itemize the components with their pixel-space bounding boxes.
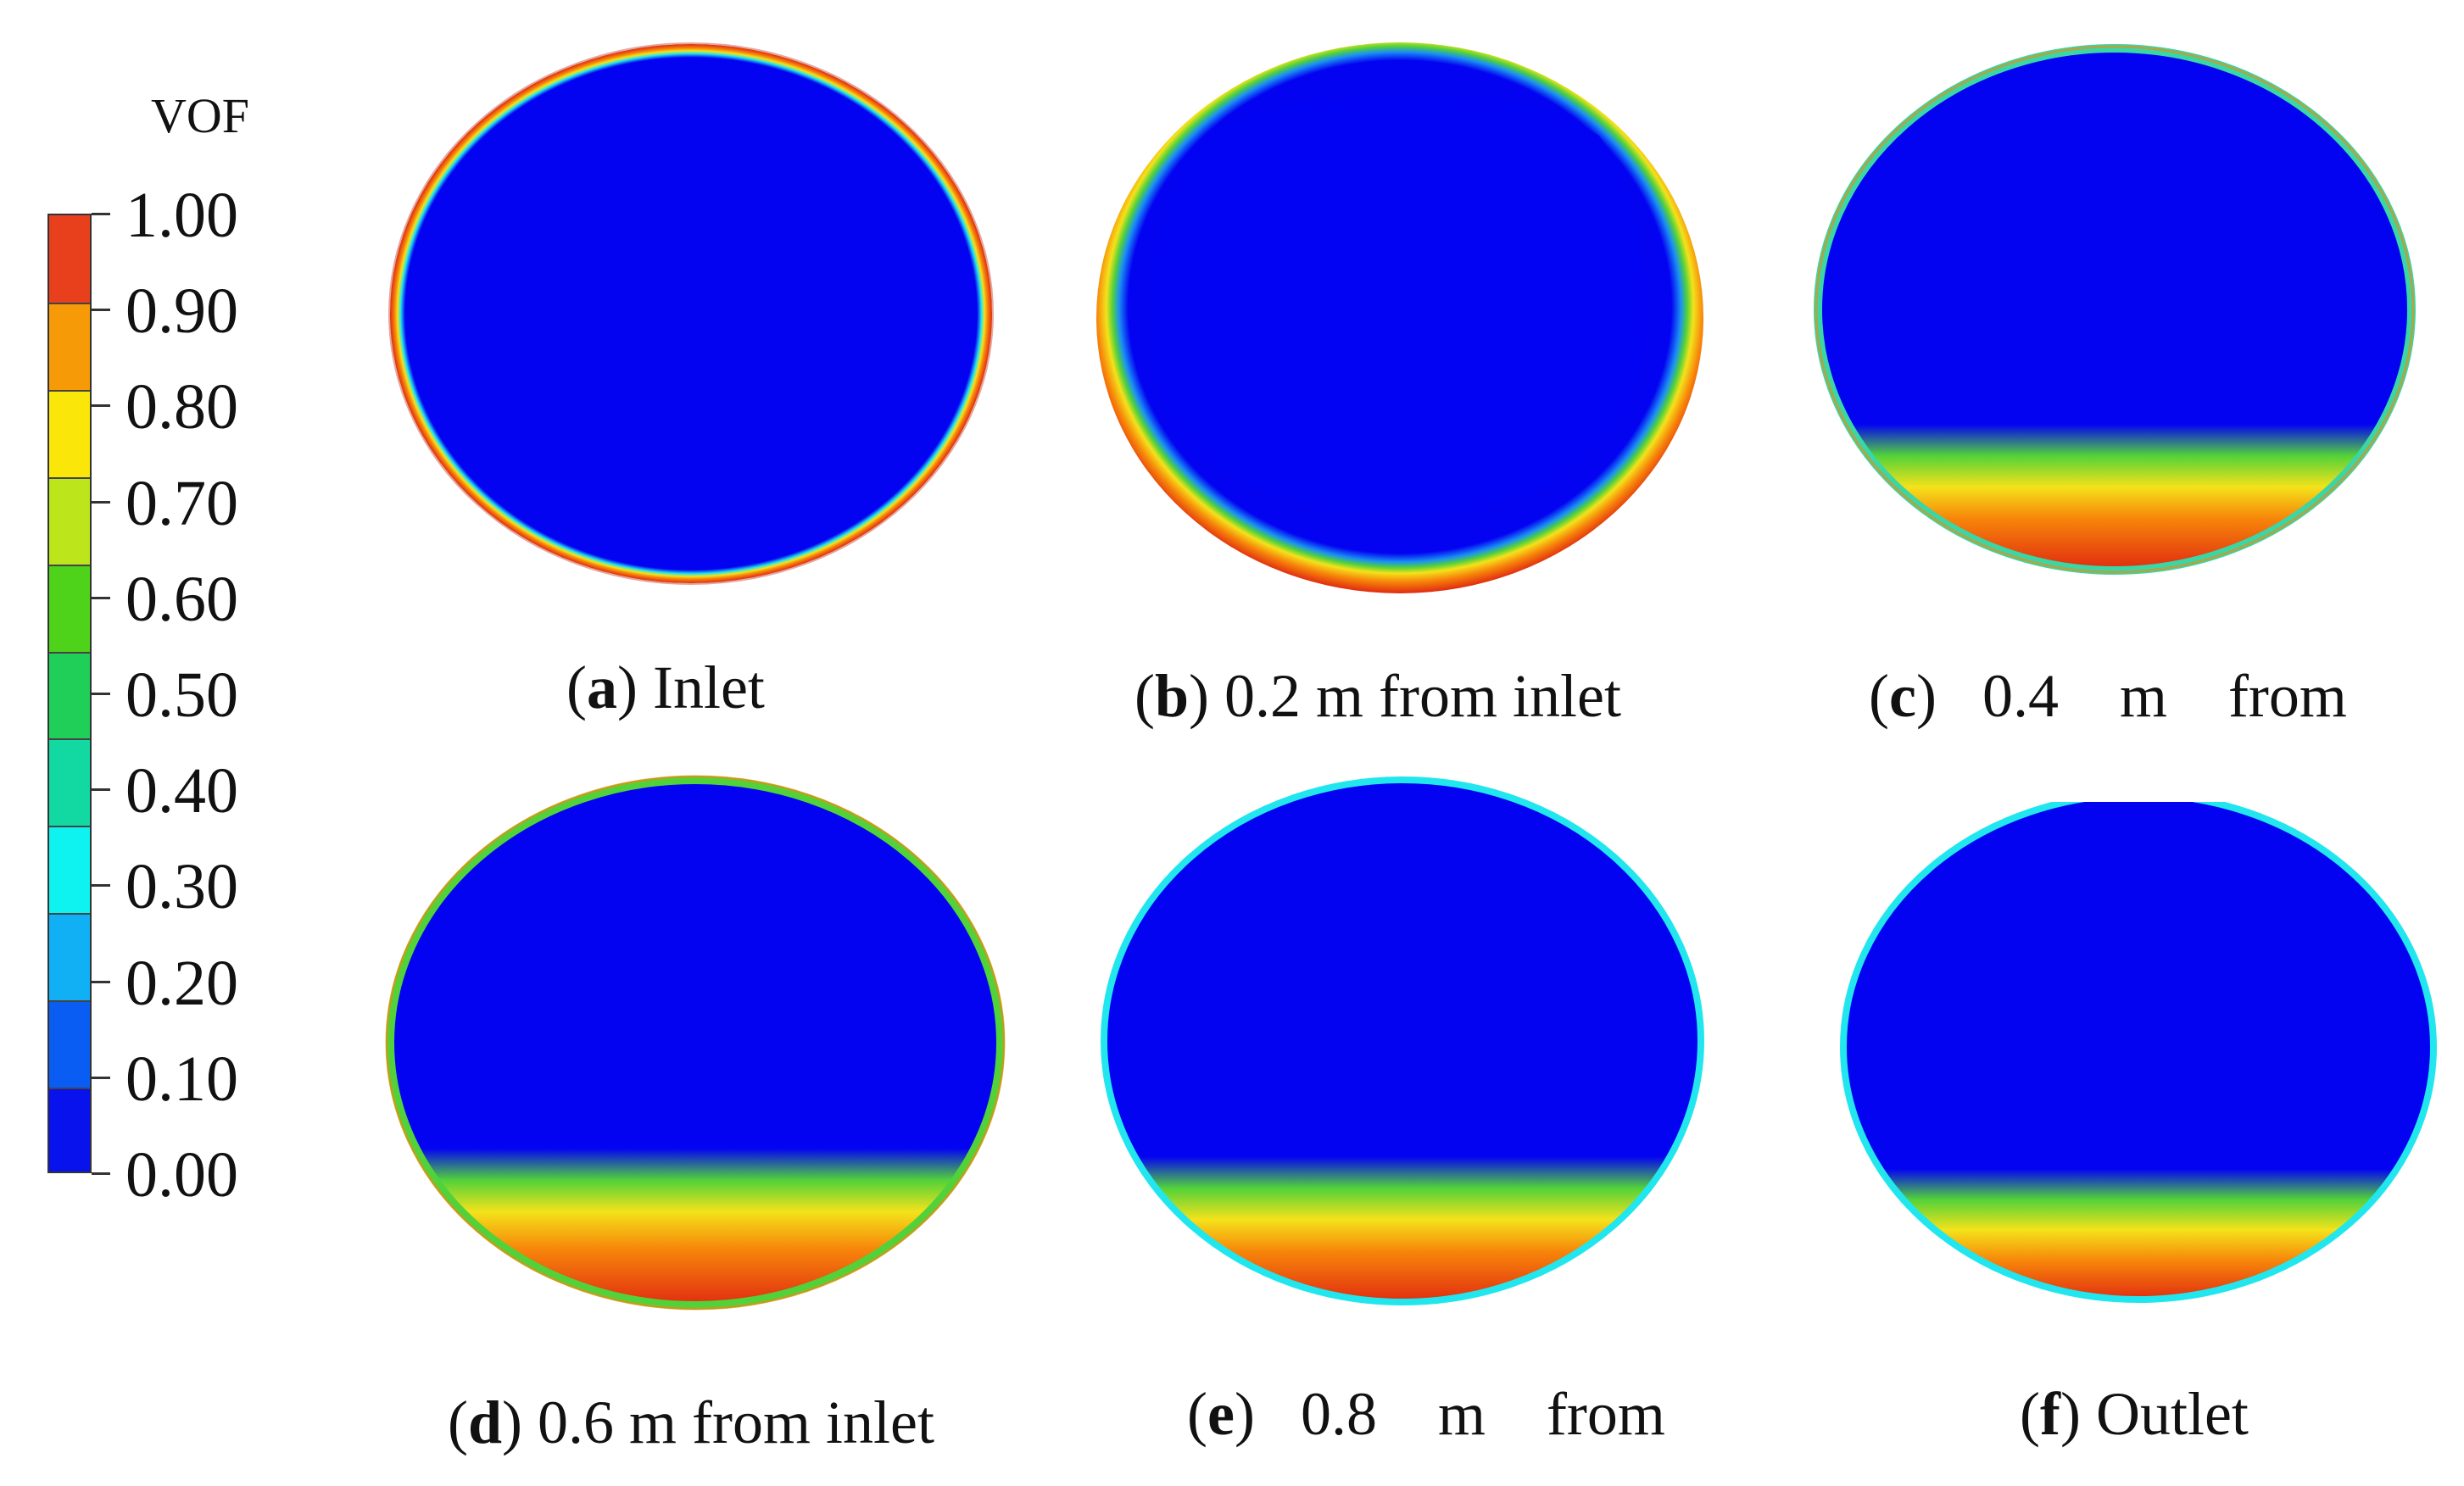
- contour-panel-e: [1101, 776, 1704, 1305]
- colorbar-tick-label: 0.10: [125, 1043, 238, 1115]
- colorbar-tick-mark: [92, 980, 110, 983]
- contour-panel-a: [388, 42, 994, 585]
- caption-d: (d) 0.6 m from inlet: [448, 1389, 934, 1456]
- caption-e: (e) 0.8 m from: [1187, 1380, 1665, 1448]
- colorbar-tick-mark: [92, 1076, 110, 1079]
- colorbar-tick-mark: [92, 884, 110, 888]
- caption-b: (b) 0.2 m from inlet: [1134, 662, 1621, 730]
- colorbar-tick-mark: [92, 1172, 110, 1175]
- colorbar-segment: [49, 913, 90, 1001]
- colorbar-tick-mark: [92, 213, 110, 215]
- contour-panel-c: [1814, 44, 2416, 575]
- colorbar-tick-mark: [92, 500, 110, 504]
- colorbar-segment: [49, 738, 90, 826]
- colorbar-tick-mark: [92, 309, 110, 312]
- colorbar-tick-label: 0.40: [125, 755, 238, 827]
- colorbar-segment: [49, 389, 90, 477]
- colorbar-tick-label: 0.60: [125, 563, 238, 635]
- legend-title: VOF: [151, 88, 250, 143]
- colorbar-segment: [49, 476, 90, 565]
- colorbar-tick-label: 0.00: [125, 1139, 238, 1211]
- colorbar-segment: [49, 302, 90, 390]
- colorbar-tick-mark: [92, 404, 110, 408]
- contour-panel-d: [385, 775, 1006, 1311]
- caption-f: (f) Outlet: [2020, 1380, 2249, 1448]
- colorbar-tick-label: 0.70: [125, 467, 238, 539]
- colorbar-segment: [49, 1000, 90, 1088]
- colorbar-tick-label: 0.20: [125, 947, 238, 1019]
- colorbar-segment: [49, 1088, 90, 1172]
- colorbar-tick-label: 0.50: [125, 660, 238, 731]
- colorbar-tick-label: 1.00: [125, 180, 238, 251]
- caption-a: (a) Inlet: [566, 654, 765, 721]
- contour-panel-f: [1840, 802, 2437, 1303]
- colorbar-tick-label: 0.80: [125, 371, 238, 443]
- contour-panel-b: [1096, 42, 1703, 593]
- colorbar: [47, 214, 92, 1173]
- colorbar-segment: [49, 564, 90, 652]
- caption-c: (c) 0.4 m from: [1869, 662, 2347, 730]
- colorbar-tick-mark: [92, 596, 110, 599]
- colorbar-tick-label: 0.90: [125, 275, 238, 348]
- colorbar-tick-mark: [92, 788, 110, 792]
- colorbar-tick-mark: [92, 693, 110, 695]
- colorbar-segment: [49, 826, 90, 914]
- colorbar-segment: [49, 651, 90, 739]
- colorbar-tick-label: 0.30: [125, 851, 238, 923]
- colorbar-segment: [49, 215, 90, 303]
